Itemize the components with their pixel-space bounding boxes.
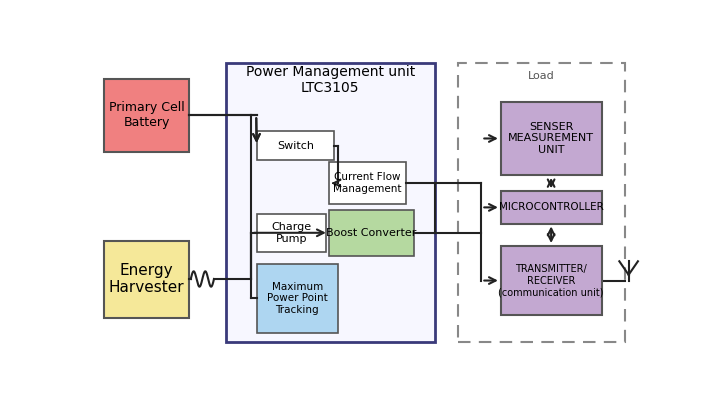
Text: Energy
Harvester: Energy Harvester (109, 263, 184, 295)
Text: Load: Load (528, 72, 555, 82)
Bar (500, 102, 601, 175)
Text: Boost Converter: Boost Converter (326, 228, 416, 238)
Text: Switch: Switch (277, 141, 314, 151)
Bar (256, 214, 326, 252)
Bar (256, 264, 338, 333)
Bar (458, 63, 625, 342)
Text: MICROCONTROLLER: MICROCONTROLLER (499, 202, 603, 212)
Text: SENSER
MEASUREMENT
UNIT: SENSER MEASUREMENT UNIT (508, 122, 594, 155)
Text: Power Management unit
LTC3105: Power Management unit LTC3105 (246, 65, 415, 96)
Text: TRANSMITTER/
RECEIVER
(communication unit): TRANSMITTER/ RECEIVER (communication uni… (498, 264, 604, 297)
Bar (104, 79, 189, 152)
Bar (104, 240, 189, 318)
Text: Current Flow
Management: Current Flow Management (333, 172, 402, 194)
Text: Primary Cell
Battery: Primary Cell Battery (109, 101, 184, 129)
Bar (329, 210, 414, 256)
Text: Charge
Pump: Charge Pump (271, 222, 312, 244)
Bar (225, 63, 435, 342)
Bar (500, 191, 601, 224)
Bar (256, 131, 334, 160)
Text: Maximum
Power Point
Tracking: Maximum Power Point Tracking (267, 282, 328, 315)
Bar (500, 246, 601, 315)
Bar (329, 162, 406, 204)
